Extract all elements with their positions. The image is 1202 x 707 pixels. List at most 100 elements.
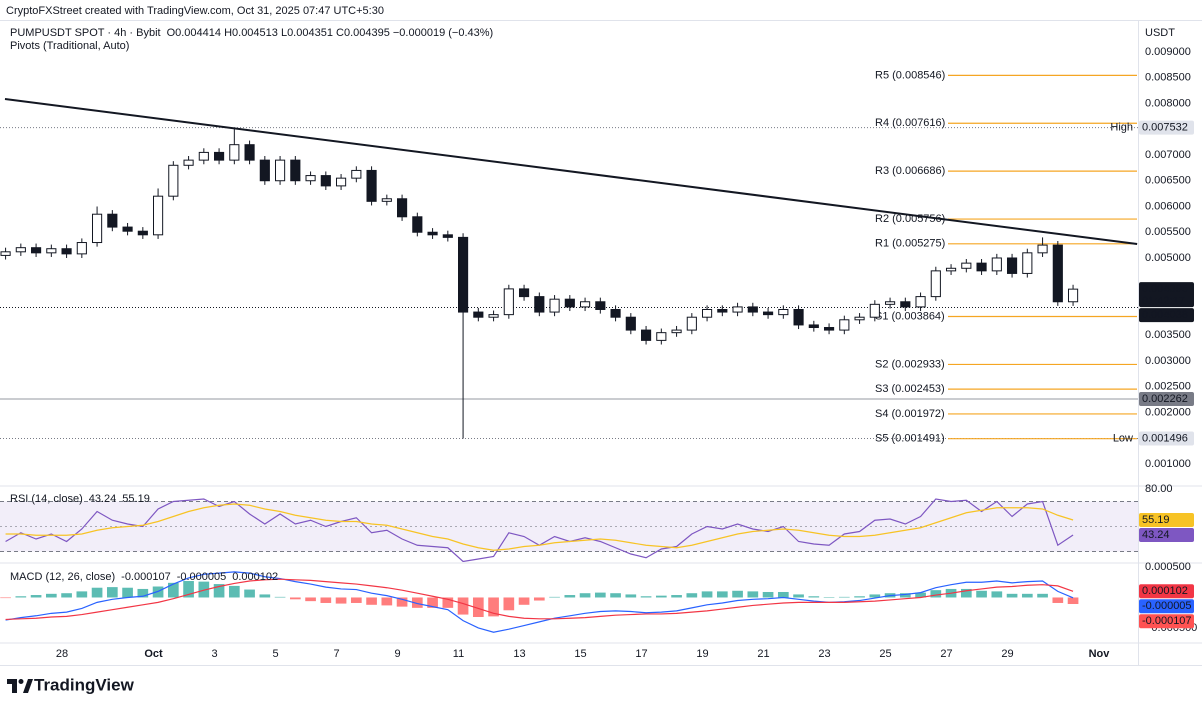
candle-body (625, 316, 636, 331)
histogram-bar (1006, 593, 1018, 598)
histogram-bar (701, 591, 713, 598)
ohlc-values: O0.004414 H0.004513 L0.004351 C0.004395 … (167, 27, 494, 39)
price-label: -0.000005 (1139, 599, 1194, 614)
histogram-bar (869, 594, 881, 598)
pivot-label: S2 (0.002933) (875, 358, 945, 370)
candle-body (290, 159, 301, 182)
histogram-bar (305, 597, 316, 602)
histogram-bar (655, 595, 667, 598)
histogram-bar (838, 596, 850, 598)
logo-text: TradingView (34, 675, 135, 694)
histogram-bar (503, 597, 515, 611)
macd-pane (0, 571, 1079, 633)
histogram-bar (686, 593, 698, 598)
candle-body (397, 198, 408, 218)
legend-value: 0.000102 (232, 571, 278, 583)
histogram-bar (320, 597, 332, 603)
price-label-text: 0.000102 (1142, 585, 1188, 597)
histogram-bar (457, 597, 469, 615)
histogram-bar (762, 591, 774, 598)
x-tick-label: 19 (696, 648, 708, 660)
candle-body (31, 247, 42, 254)
candle-body (839, 319, 850, 331)
candle-body (76, 242, 87, 255)
y-tick-label: 0.005500 (1145, 226, 1191, 238)
x-tick-label: 9 (394, 648, 400, 660)
histogram-bar (777, 591, 789, 598)
candle-body (320, 175, 331, 187)
candle-body (991, 257, 1002, 272)
attribution: CryptoFXStreet created with TradingView.… (6, 5, 384, 17)
histogram-bar (76, 591, 88, 598)
candle-body (961, 262, 972, 269)
histogram-bar (228, 585, 240, 598)
candle-body (107, 213, 118, 228)
candle-body (336, 177, 347, 187)
histogram-bar (396, 597, 408, 607)
x-tick-label: 11 (453, 648, 464, 660)
candle-body (1067, 288, 1079, 303)
candle-body (0, 251, 11, 256)
y-tick-label: 0.009000 (1145, 46, 1191, 58)
candle-body (473, 311, 484, 318)
candle-body (229, 144, 240, 161)
price-label-box (1139, 308, 1194, 323)
price-label-text: -0.000107 (1142, 615, 1192, 627)
candle-body (854, 316, 865, 321)
rsi-pane (0, 498, 1138, 562)
candle-body (732, 306, 743, 313)
histogram-bar (244, 589, 255, 598)
logo-icon (7, 679, 17, 693)
countdown: 01:42:17 (1142, 295, 1185, 307)
x-tick-label: 21 (757, 648, 769, 660)
pane-title: RSI (14, close) (10, 493, 83, 505)
candle-body (198, 151, 209, 161)
histogram-bar (625, 594, 637, 598)
price-label: 0.002262 (1139, 391, 1194, 406)
candle-body (15, 247, 26, 253)
pivot-label: R4 (0.007616) (875, 117, 945, 129)
histogram-bar (671, 595, 682, 598)
y-tick-label: 0.001000 (1145, 458, 1191, 470)
histogram-bar (335, 597, 347, 604)
price-label: -0.000107 (1139, 614, 1194, 629)
price-label-box (1139, 391, 1194, 406)
candle-body (275, 159, 286, 182)
trendline (4, 98, 1138, 245)
histogram-bar (183, 581, 194, 598)
histogram-bar (61, 593, 72, 598)
histogram-bar (411, 597, 423, 608)
histogram-bar (930, 590, 942, 598)
candle-body (701, 308, 713, 318)
y-tick-label: 80.00 (1145, 483, 1173, 495)
histogram-bar (991, 591, 1003, 598)
histogram-bar (823, 597, 835, 598)
x-tick-label: 28 (56, 648, 68, 660)
histogram-bar (274, 596, 286, 598)
logo: TradingView (7, 675, 135, 694)
pivot-label: S3 (0.002453) (875, 383, 945, 395)
price-label: 43.24 (1139, 528, 1194, 543)
candle-body (930, 270, 941, 298)
candle-body (793, 308, 804, 326)
candle-body (900, 301, 911, 308)
histogram-bar (747, 591, 759, 598)
candle-body (427, 231, 438, 236)
candle-body (869, 303, 880, 318)
indicator-line (5, 503, 1074, 551)
price-label-box (1139, 282, 1194, 308)
price-label-box (1139, 513, 1194, 528)
x-tick-label: 29 (1001, 648, 1013, 660)
histogram-bar (518, 597, 530, 605)
price-label: 55.19 (1139, 513, 1194, 528)
logo-icon (23, 679, 33, 693)
y-tick-label: 0.002500 (1145, 381, 1191, 393)
histogram-bar (1037, 593, 1048, 598)
histogram-bar (1052, 597, 1064, 603)
histogram-bar (915, 592, 926, 598)
histogram-bar (15, 596, 27, 598)
histogram-bar (549, 596, 560, 598)
candle-body (122, 226, 133, 232)
legend-value: -0.000107 (121, 571, 171, 583)
candle-body (564, 298, 575, 308)
